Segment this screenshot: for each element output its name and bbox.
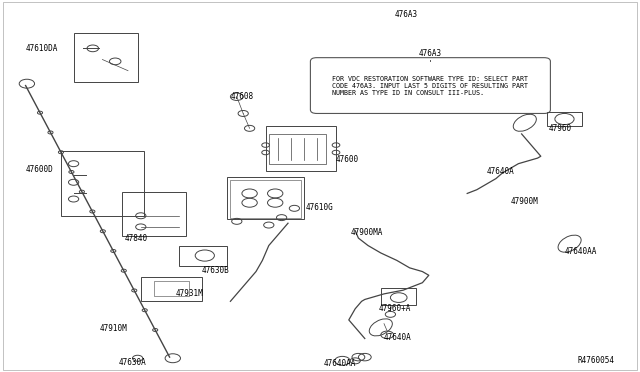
- FancyBboxPatch shape: [310, 58, 550, 113]
- Bar: [74, 33, 138, 82]
- Bar: [122, 192, 186, 236]
- Text: 47608: 47608: [230, 92, 253, 101]
- Bar: [61, 151, 144, 216]
- Bar: [141, 277, 202, 301]
- Text: 47630A: 47630A: [118, 358, 146, 367]
- Text: 47640AA: 47640AA: [564, 247, 597, 256]
- Bar: [269, 134, 326, 164]
- Text: 47640AA: 47640AA: [323, 359, 356, 368]
- Bar: [547, 112, 582, 126]
- Bar: [227, 177, 304, 219]
- Text: R4760054: R4760054: [577, 356, 614, 365]
- Text: FOR VDC RESTORATION SOFTWARE TYPE ID: SELECT PART
CODE 476A3. INPUT LAST 5 DIGIT: FOR VDC RESTORATION SOFTWARE TYPE ID: SE…: [332, 76, 529, 96]
- Text: 476A3: 476A3: [395, 10, 418, 19]
- Text: 47600D: 47600D: [26, 165, 53, 174]
- Bar: [266, 126, 336, 171]
- Text: 47960: 47960: [549, 124, 572, 133]
- Bar: [381, 288, 416, 305]
- Text: 47600: 47600: [336, 155, 359, 164]
- Text: 47640A: 47640A: [384, 333, 412, 342]
- Text: 47840: 47840: [125, 234, 148, 243]
- Bar: [230, 180, 301, 218]
- Text: 47910M: 47910M: [99, 324, 127, 333]
- Text: 47630B: 47630B: [202, 266, 229, 275]
- Text: 47610DA: 47610DA: [26, 44, 58, 53]
- Bar: [154, 281, 189, 296]
- Text: 47610G: 47610G: [306, 203, 333, 212]
- Text: 476A3: 476A3: [419, 49, 442, 58]
- Text: 47900M: 47900M: [511, 197, 538, 206]
- Text: 47900MA: 47900MA: [351, 228, 383, 237]
- Text: 47931M: 47931M: [176, 289, 204, 298]
- Text: 47960+A: 47960+A: [379, 304, 412, 312]
- Text: 47640A: 47640A: [486, 167, 514, 176]
- Bar: [179, 246, 227, 266]
